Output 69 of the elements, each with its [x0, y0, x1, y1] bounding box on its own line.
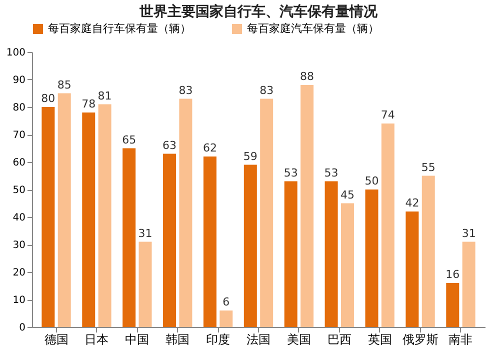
y-tick-label: 30 [12, 240, 26, 251]
x-tick-label: 俄罗斯 [402, 332, 438, 346]
legend-label: 每百家庭自行车保有量（辆） [48, 22, 191, 35]
data-label: 16 [446, 268, 460, 281]
data-label: 42 [405, 196, 420, 210]
x-tick-label: 英国 [368, 332, 392, 346]
bar [462, 242, 476, 327]
data-label: 83 [178, 84, 193, 97]
y-tick-label: 0 [19, 322, 26, 334]
data-label: 31 [462, 226, 476, 240]
x-tick-label: 巴西 [327, 332, 352, 346]
x-tick-label: 日本 [84, 332, 109, 346]
bar [300, 85, 314, 327]
bar [58, 93, 71, 327]
y-tick-label: 50 [12, 185, 26, 196]
y-tick-label: 90 [12, 75, 26, 86]
bar [220, 310, 233, 327]
bar [42, 107, 55, 327]
data-label: 55 [421, 160, 436, 174]
y-tick-label: 100 [6, 48, 26, 58]
data-label: 74 [380, 108, 395, 122]
data-label: 50 [364, 174, 379, 188]
data-label: 65 [122, 133, 136, 146]
y-tick-label: 70 [12, 130, 26, 141]
bar [324, 181, 338, 327]
data-label: 63 [162, 138, 177, 152]
data-label: 45 [340, 188, 354, 202]
x-tick-label: 韩国 [166, 332, 190, 346]
x-tick-label: 德国 [44, 332, 68, 346]
data-label: 53 [324, 166, 338, 180]
data-label: 53 [284, 166, 298, 180]
data-label: 62 [202, 142, 217, 154]
x-tick-label: 法国 [246, 332, 270, 346]
data-label: 85 [57, 78, 72, 92]
legend-label: 每百家庭汽车保有量（辆） [247, 22, 379, 35]
y-tick-label: 60 [12, 158, 26, 168]
bar [203, 156, 216, 327]
bar [138, 242, 152, 327]
y-tick-label: 10 [12, 295, 26, 306]
y-tick-label: 20 [12, 268, 26, 278]
bar [406, 212, 419, 327]
data-label: 88 [300, 70, 314, 83]
bar [365, 190, 378, 327]
y-tick-label: 80 [12, 102, 26, 114]
x-tick-label: 美国 [286, 332, 311, 346]
bar [98, 104, 112, 327]
bar [446, 283, 460, 327]
data-label: 31 [138, 226, 152, 240]
bar [284, 181, 298, 327]
bar [122, 148, 136, 327]
data-label: 6 [222, 296, 230, 308]
bar [163, 154, 176, 327]
x-tick-label: 南非 [448, 332, 473, 346]
chart-title: 世界主要国家自行车、汽车保有量情况 [138, 3, 378, 20]
x-tick-label: 印度 [206, 332, 230, 346]
x-tick-label: 中国 [125, 332, 150, 346]
data-label: 83 [260, 84, 274, 97]
bar [422, 176, 435, 327]
data-label: 80 [41, 92, 56, 105]
data-label: 78 [82, 98, 96, 110]
y-tick-label: 40 [12, 212, 26, 224]
bar [82, 112, 96, 327]
bar [340, 203, 354, 327]
bar [381, 124, 394, 327]
data-label: 59 [243, 150, 258, 163]
bar [244, 164, 257, 327]
bar [260, 98, 274, 327]
bar [179, 98, 192, 327]
data-label: 81 [98, 89, 112, 102]
